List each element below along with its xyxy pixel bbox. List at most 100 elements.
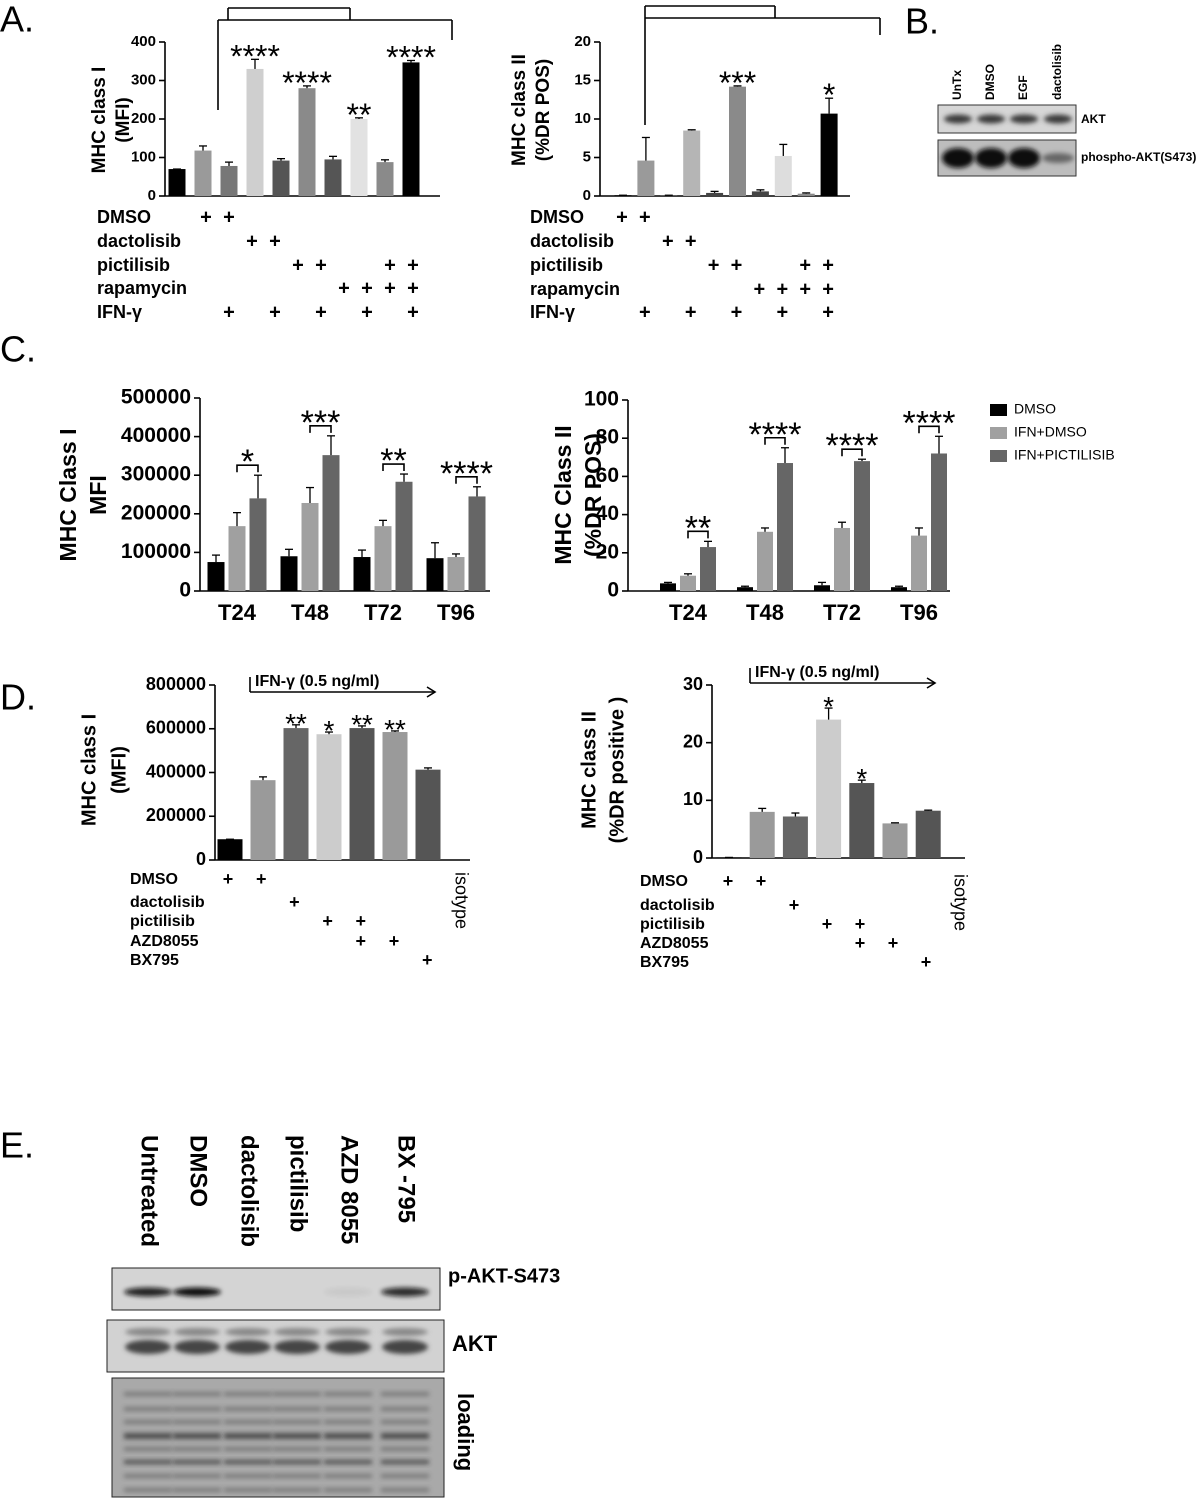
- legend-label: IFN+DMSO: [1014, 424, 1087, 440]
- annotation: IFN-γ (0.5 ng/ml): [755, 664, 879, 681]
- bar: [797, 193, 815, 196]
- treatment-mark: +: [822, 914, 833, 934]
- blot-band: [174, 1328, 220, 1336]
- treatment-mark: +: [723, 871, 734, 891]
- treatment-mark: +: [822, 301, 834, 323]
- treatment-label: pictilisib: [640, 916, 705, 933]
- treatment-label: rapamycin: [97, 278, 187, 298]
- y-tick-label: 600000: [146, 718, 206, 738]
- treatment-mark: +: [200, 206, 212, 228]
- treatment-mark: +: [356, 931, 367, 951]
- x-category-label: isotype: [950, 874, 970, 931]
- treatment-label: pictilisib: [530, 255, 603, 275]
- y-tick-label: 80: [596, 426, 619, 449]
- treatment-mark: +: [269, 230, 281, 252]
- blot-band: [324, 1287, 372, 1297]
- bar: [250, 780, 276, 860]
- treatment-mark: +: [356, 911, 367, 931]
- bar: [729, 86, 746, 196]
- bar: [280, 556, 298, 591]
- significance-bracket: [382, 463, 405, 472]
- bar: [749, 811, 775, 858]
- blot-band: [173, 1420, 221, 1424]
- bar: [757, 531, 773, 591]
- bar: [911, 535, 927, 591]
- lane-label: EGF: [1016, 75, 1030, 100]
- blot-band: [173, 1407, 221, 1411]
- treatment-mark: +: [731, 254, 743, 276]
- treatment-label: IFN-γ: [97, 302, 142, 322]
- treatment-label: AZD8055: [130, 933, 199, 950]
- blot-band: [173, 1287, 221, 1297]
- y-axis-label: MHC class I: [89, 67, 110, 174]
- bar: [706, 192, 724, 196]
- significance: ****: [282, 65, 332, 101]
- significance-bracket: [236, 464, 259, 473]
- blot-band: [173, 1447, 221, 1451]
- treatment-mark: +: [322, 911, 333, 931]
- blot-band: [273, 1407, 321, 1411]
- treatment-mark: +: [789, 895, 800, 915]
- panel-label: D.: [0, 677, 36, 718]
- treatment-label: AZD8055: [640, 935, 709, 952]
- bar: [680, 575, 696, 591]
- y-axis-label: MHC class II: [509, 54, 530, 166]
- blot-band: [1010, 114, 1038, 124]
- treatment-mark: +: [361, 301, 373, 323]
- treatment-label: BX795: [640, 954, 689, 971]
- lane-label: dactolisib: [236, 1135, 263, 1247]
- y-tick-label: 0: [148, 187, 156, 204]
- blot-band: [124, 1488, 172, 1492]
- bar: [324, 159, 342, 196]
- blot-band: [324, 1433, 372, 1439]
- y-axis-label: MHC class II: [578, 711, 600, 829]
- bar: [382, 732, 408, 860]
- bar: [395, 481, 413, 591]
- bar: [834, 527, 850, 591]
- blot-band: [173, 1433, 221, 1439]
- blot-band: [381, 1392, 429, 1396]
- treatment-mark: +: [246, 230, 258, 252]
- blot-band: [224, 1447, 272, 1451]
- treatment-mark: +: [822, 254, 834, 276]
- bar: [415, 769, 441, 860]
- treatment-label: dactolisib: [640, 897, 715, 914]
- treatment-mark: +: [855, 914, 866, 934]
- bar: [915, 810, 941, 858]
- blot-band: [324, 1420, 372, 1424]
- blot-band: [173, 1488, 221, 1492]
- treatment-mark: +: [921, 952, 932, 972]
- significance: *: [823, 691, 834, 722]
- treatment-mark: +: [776, 278, 788, 300]
- bar: [751, 191, 769, 196]
- panel-label: C.: [0, 329, 36, 370]
- y-tick-label: 400000: [146, 761, 206, 781]
- bar: [660, 583, 676, 591]
- legend-swatch: [990, 450, 1007, 462]
- blot-band: [325, 1340, 371, 1354]
- bar: [217, 839, 243, 860]
- y-tick-label: 400000: [121, 424, 191, 447]
- y-tick-label: 0: [583, 187, 591, 204]
- treatment-label: rapamycin: [530, 279, 620, 299]
- legend-label: DMSO: [1014, 401, 1056, 417]
- x-tick-label: T48: [746, 600, 784, 625]
- treatment-mark: +: [407, 277, 419, 299]
- y-tick-label: 0: [179, 579, 191, 602]
- treatment-mark: +: [223, 301, 235, 323]
- blot-band: [382, 1340, 428, 1354]
- significance: *: [324, 715, 335, 746]
- y-tick-label: 200000: [121, 501, 191, 524]
- treatment-mark: +: [315, 254, 327, 276]
- y-tick-label: 20: [574, 33, 591, 50]
- treatment-mark: +: [407, 254, 419, 276]
- annotation: IFN-γ (0.5 ng/ml): [255, 673, 379, 690]
- blot-band: [324, 1447, 372, 1451]
- blot-band: [382, 1328, 428, 1336]
- y-tick-label: 15: [574, 71, 591, 88]
- blot-band: [944, 114, 972, 124]
- y-tick-label: 20: [683, 731, 703, 751]
- blot-band: [224, 1488, 272, 1492]
- y-tick-label: 0: [607, 579, 619, 602]
- blot-band: [273, 1420, 321, 1424]
